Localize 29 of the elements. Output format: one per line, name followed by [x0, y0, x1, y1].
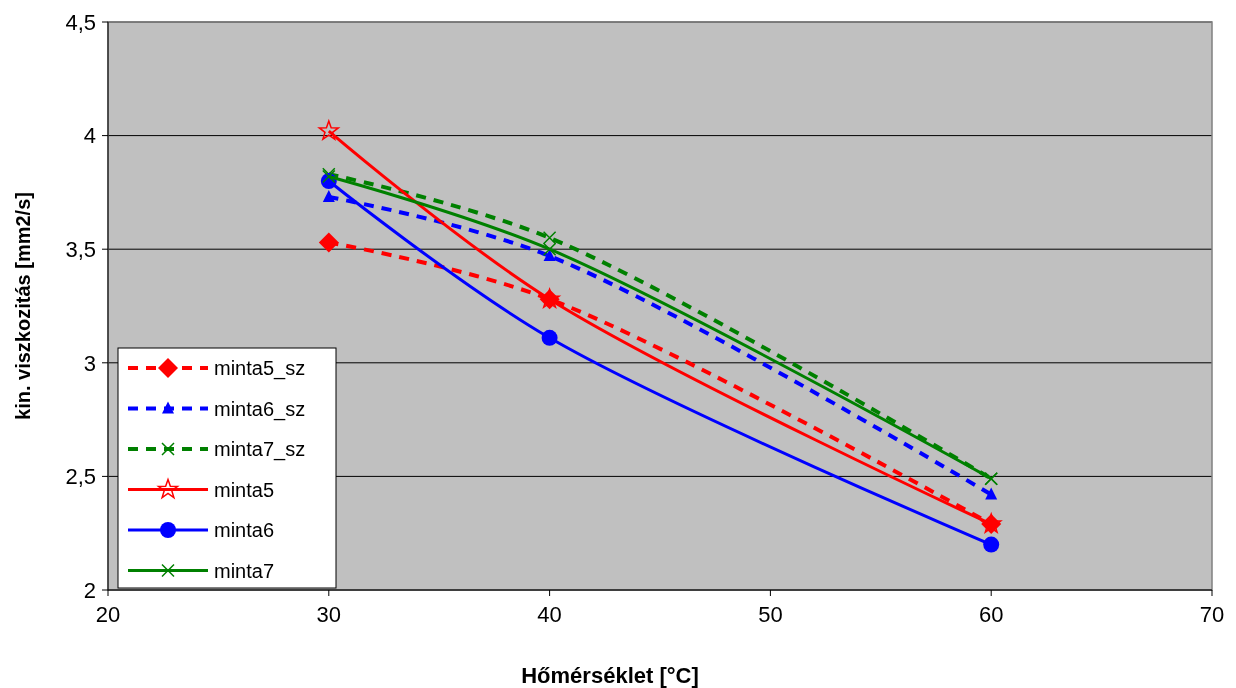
- point: [318, 232, 339, 253]
- x-tick-label: 20: [95, 602, 121, 627]
- x-axis-title: Hőmérséklet [°C]: [521, 663, 699, 688]
- legend-label: minta6_sz: [214, 397, 306, 421]
- y-tick-label: 3,5: [65, 236, 96, 262]
- legend-label: minta7: [214, 559, 275, 582]
- point: [318, 120, 340, 140]
- legend-label: minta7_sz: [214, 438, 306, 461]
- x-tick-label: 40: [537, 602, 562, 627]
- legend-label: minta6: [214, 519, 275, 541]
- point: [985, 487, 998, 500]
- y-tick-label: 4,5: [65, 9, 96, 35]
- x-tick-label: 30: [316, 602, 342, 627]
- point: [983, 536, 1000, 553]
- y-tick-label: 4: [83, 123, 96, 149]
- point: [542, 242, 557, 256]
- x-tick-label: 50: [758, 602, 783, 627]
- y-tick-label: 2: [83, 577, 96, 603]
- y-tick-label: 2,5: [65, 464, 96, 490]
- point: [542, 231, 557, 245]
- x-tick-label: 60: [978, 602, 1004, 627]
- point: [543, 249, 556, 262]
- point: [541, 329, 558, 346]
- point: [322, 189, 335, 202]
- y-tick-label: 3: [83, 350, 96, 376]
- legend-label: minta5_sz: [214, 357, 306, 380]
- y-axis-title: kin. viszkozitás [mm2/s]: [12, 192, 34, 420]
- x-tick-label: 70: [1199, 602, 1225, 627]
- legend-label: minta5: [214, 478, 275, 501]
